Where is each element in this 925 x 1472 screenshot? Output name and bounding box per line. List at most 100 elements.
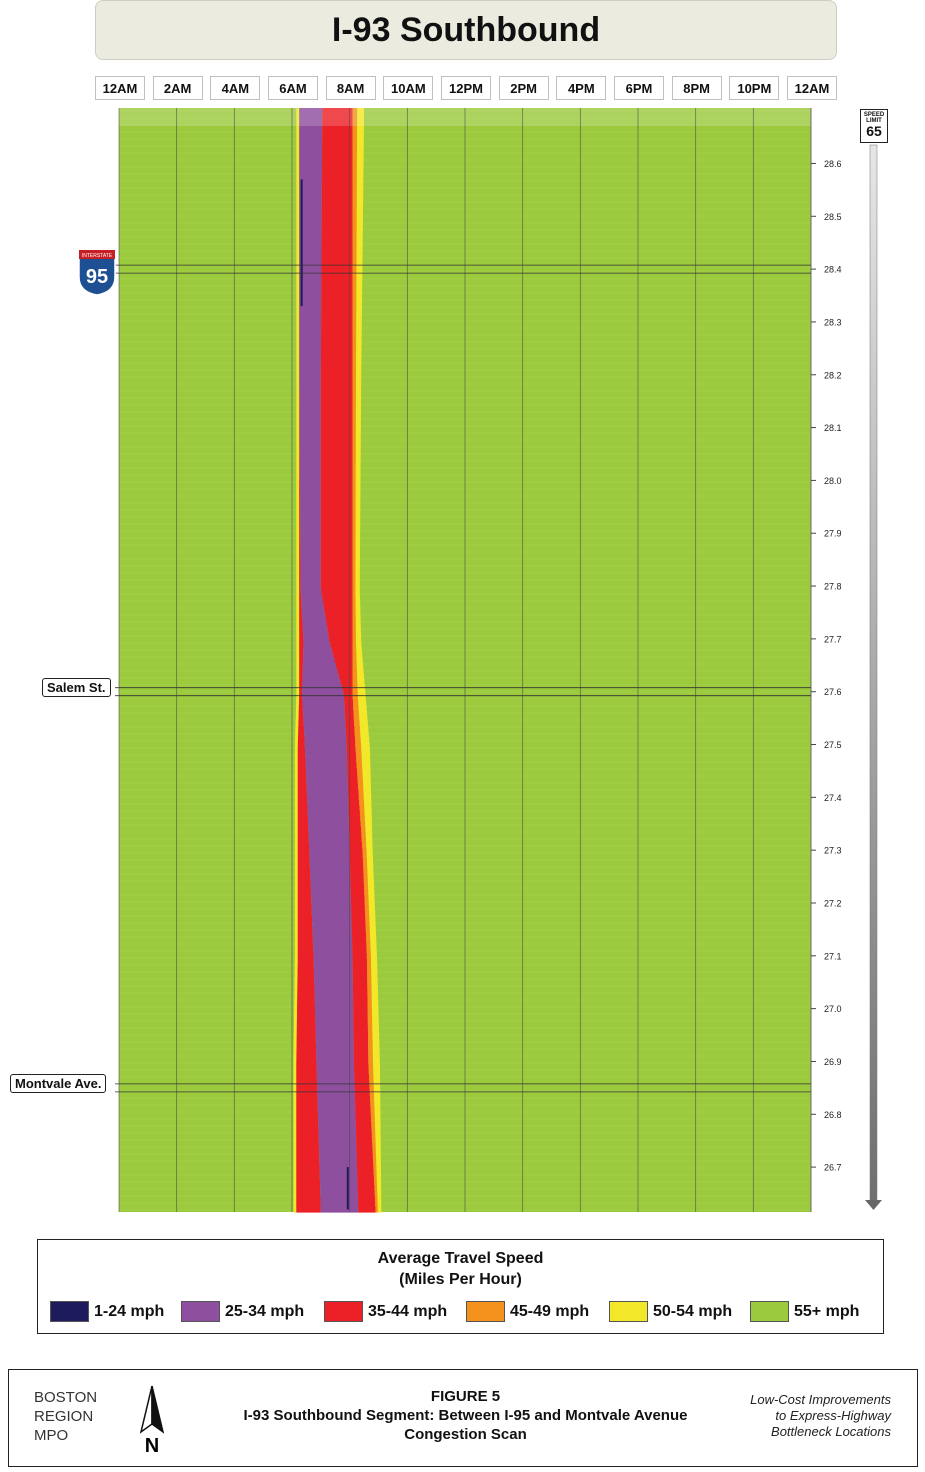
congestion-cell [353, 1042, 369, 1049]
congestion-cell [347, 763, 357, 769]
congestion-cell [356, 213, 363, 220]
congestion-cell [371, 995, 379, 1002]
congestion-cell [357, 118, 364, 125]
congestion-cell [299, 197, 322, 204]
legend-swatch [50, 1301, 89, 1322]
congestion-cell [352, 969, 368, 975]
congestion-cell [296, 1027, 316, 1034]
congestion-cell [296, 282, 300, 289]
congestion-cell [352, 493, 356, 500]
congestion-scan: 28.6 28.5 28.4 28.3 28.2 28.1 28.0 27.9 27.8 27.7… [78, 108, 882, 1213]
congestion-cell [296, 319, 300, 326]
congestion-cell [296, 261, 300, 268]
congestion-cell [312, 916, 352, 923]
congestion-cell [296, 551, 300, 558]
congestion-cell [357, 1164, 374, 1171]
congestion-cell [358, 1206, 376, 1213]
congestion-cell [294, 953, 298, 960]
congestion-cell [320, 366, 353, 373]
congestion-cell [296, 160, 300, 167]
congestion-cell [299, 261, 322, 268]
congestion-cell [359, 799, 365, 806]
congestion-cell [346, 731, 355, 738]
congestion-cell [357, 778, 363, 785]
congestion-cell [356, 298, 363, 305]
congestion-cell [316, 1048, 354, 1055]
congestion-cell [352, 118, 358, 125]
congestion-cell [299, 319, 322, 326]
congestion-cell [356, 160, 364, 167]
congestion-cell [303, 636, 330, 643]
congestion-cell [296, 187, 300, 194]
congestion-cell [352, 234, 357, 241]
congestion-cell [322, 155, 353, 162]
congestion-cell [321, 588, 353, 595]
congestion-cell [361, 752, 371, 759]
congestion-cell [318, 1116, 356, 1123]
congestion-cell [352, 208, 357, 215]
congestion-cell [375, 1127, 381, 1134]
congestion-cell [296, 689, 300, 695]
landmark-label: Salem St. [47, 680, 106, 695]
congestion-cell [297, 778, 307, 785]
congestion-cell [373, 1175, 377, 1181]
congestion-cell [296, 1206, 321, 1213]
congestion-cell [312, 937, 353, 944]
congestion-cell [372, 1048, 380, 1055]
congestion-cell [353, 1058, 369, 1065]
congestion-cell [293, 1032, 297, 1039]
congestion-cell [299, 467, 300, 474]
congestion-cell [355, 414, 361, 421]
congestion-cell [296, 382, 300, 389]
congestion-cell [297, 826, 309, 833]
congestion-cell [297, 879, 311, 886]
congestion-cell [350, 889, 365, 896]
congestion-cell [299, 144, 323, 151]
congestion-cell [299, 588, 301, 595]
congestion-cell [300, 509, 321, 516]
congestion-cell [293, 1021, 297, 1028]
congestion-cell [356, 340, 362, 347]
congestion-cell [296, 1074, 317, 1081]
congestion-cell [293, 1064, 297, 1070]
congestion-cell [355, 440, 361, 447]
congestion-cell [302, 678, 341, 685]
congestion-cell [294, 979, 298, 986]
org-name: BOSTON REGION MPO [34, 1388, 97, 1445]
landmark-montvale-ave: Montvale Ave. [10, 1074, 107, 1093]
congestion-cell [371, 1000, 379, 1007]
congestion-cell [356, 335, 362, 342]
legend-swatch [324, 1301, 363, 1322]
congestion-cell [320, 377, 353, 384]
congestion-cell [374, 1196, 378, 1203]
congestion-cell [352, 155, 357, 162]
congestion-cell [314, 995, 354, 1002]
congestion-cell [322, 113, 353, 120]
congestion-cell [373, 1069, 381, 1076]
congestion-cell [316, 1053, 354, 1060]
congestion-cell [299, 229, 322, 236]
congestion-cell [299, 192, 322, 199]
congestion-cell [366, 842, 373, 849]
congestion-cell [364, 900, 369, 907]
congestion-cell [295, 736, 298, 743]
congestion-cell [296, 197, 300, 204]
congestion-cell [296, 203, 300, 209]
congestion-cell [370, 953, 377, 960]
congestion-cell [355, 456, 361, 463]
congestion-cell [352, 314, 357, 320]
legend-swatch [609, 1301, 648, 1322]
congestion-cell [352, 271, 357, 278]
congestion-cell [352, 229, 357, 236]
congestion-cell [299, 440, 321, 447]
congestion-cell [294, 752, 298, 759]
congestion-cell [352, 134, 358, 141]
congestion-cell [352, 298, 357, 305]
congestion-cell [293, 1175, 297, 1181]
congestion-cell [299, 472, 321, 479]
congestion-cell [296, 1037, 316, 1044]
y-tick-label: 26.8 [824, 1110, 842, 1120]
congestion-cell [352, 414, 356, 421]
congestion-cell [299, 255, 322, 262]
congestion-cell [299, 387, 321, 394]
